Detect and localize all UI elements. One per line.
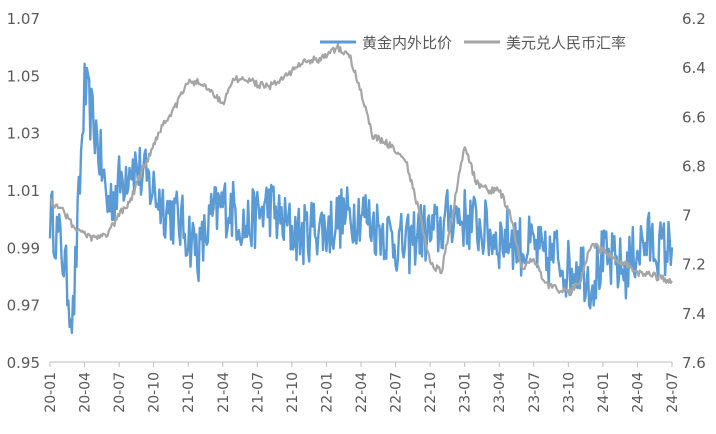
y-right-tick-label: 6.6 <box>682 108 706 126</box>
x-tick-label: 21-01 <box>181 372 197 413</box>
x-tick-label: 20-07 <box>112 372 128 413</box>
legend-label-1: 黄金内外比价 <box>362 34 452 52</box>
y-left-tick-label: 1.01 <box>7 182 40 200</box>
y-left-tick-label: 1.05 <box>7 67 40 85</box>
y-left-tick-label: 0.99 <box>7 239 40 257</box>
y-right-tick-label: 7.4 <box>682 305 706 323</box>
y-right-tick-label: 7.2 <box>682 256 706 274</box>
y-left-tick-label: 0.97 <box>7 297 40 315</box>
y-right-tick-label: 7 <box>682 207 692 225</box>
legend: 黄金内外比价 美元兑人民币汇率 <box>320 34 626 52</box>
x-tick-label: 22-04 <box>354 372 370 413</box>
x-tick-label: 23-04 <box>492 372 508 413</box>
legend-label-2: 美元兑人民币汇率 <box>506 34 626 52</box>
y-left-tick-label: 1.07 <box>7 10 40 28</box>
x-tick-label: 20-10 <box>147 372 163 413</box>
x-tick-label: 23-07 <box>527 372 543 413</box>
x-tick-label: 23-01 <box>458 372 474 413</box>
x-tick-label: 21-04 <box>216 372 232 413</box>
y-right-tick-label: 6.4 <box>682 59 706 77</box>
x-tick-label: 21-10 <box>285 372 301 413</box>
x-tick-label: 22-07 <box>389 372 405 413</box>
x-tick-label: 20-01 <box>43 372 59 413</box>
y-left-tick-label: 0.95 <box>7 354 40 372</box>
x-tick-label: 23-10 <box>561 372 577 413</box>
x-tick-label: 24-01 <box>596 372 612 413</box>
x-tick-label: 22-01 <box>319 372 335 413</box>
series-line-1 <box>48 62 674 334</box>
series-line-2 <box>49 43 673 297</box>
y-left-tick-label: 1.03 <box>7 125 40 143</box>
x-tick-label: 20-04 <box>78 372 94 413</box>
x-tick-label: 22-10 <box>423 372 439 413</box>
y-right-tick-label: 6.8 <box>682 157 706 175</box>
x-tick-label: 24-07 <box>665 372 681 413</box>
x-tick-label: 24-04 <box>630 372 646 413</box>
y-right-tick-label: 7.6 <box>682 354 706 372</box>
y-right-tick-label: 6.2 <box>682 10 706 28</box>
x-tick-label: 21-07 <box>250 372 266 413</box>
